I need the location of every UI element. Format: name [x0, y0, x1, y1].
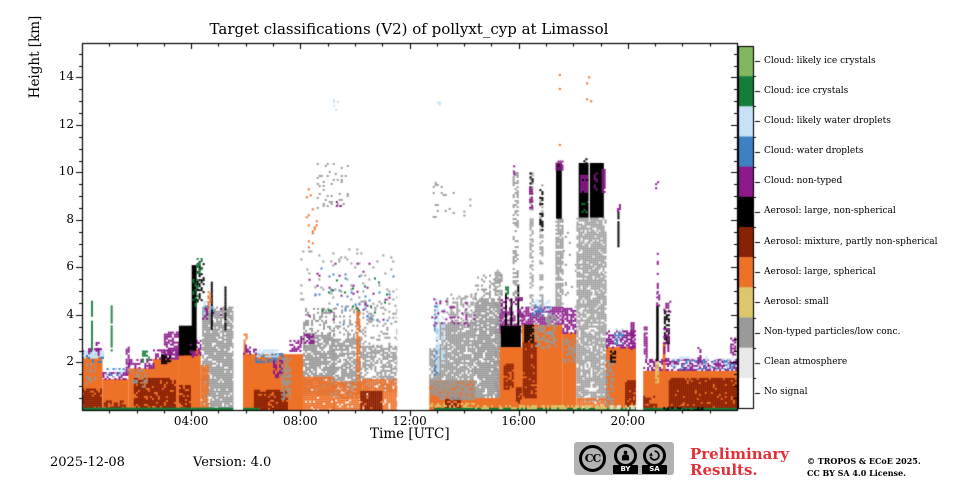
y-axis-label: Height [km] [27, 15, 43, 99]
version-label: Version: 4.0 [193, 455, 272, 470]
legend-label-an: Aerosol: large, non-spherical [764, 206, 896, 217]
y-tick-label: 4 [66, 306, 74, 321]
legend-label-ca: Clean atmosphere [764, 357, 848, 368]
y-tick-label: 10 [58, 164, 74, 179]
copyright-line2: CC BY SA 4.0 License. [807, 468, 906, 478]
cc-sa-arrow-icon [643, 444, 666, 467]
legend-label-np: Non-typed particles/low conc. [764, 327, 901, 338]
x-axis-label: Time [UTC] [370, 426, 450, 442]
y-tick-label: 6 [66, 259, 74, 274]
cc-by-person-icon [614, 444, 637, 467]
y-tick-label: 14 [58, 69, 74, 84]
cc-sa-label: SA [642, 465, 667, 474]
legend-label-li: Cloud: likely ice crystals [764, 55, 876, 66]
legend-label-ns: No signal [764, 387, 808, 398]
legend-label-lw: Cloud: likely water droplets [764, 115, 891, 126]
x-tick-label: 04:00 [173, 414, 209, 428]
preliminary-results-note: Preliminary Results. [690, 445, 789, 479]
y-tick-label: 12 [58, 116, 74, 131]
cc-by-sa-badge: CC BY SA [574, 442, 674, 475]
legend-label-cn: Cloud: non-typed [764, 176, 843, 187]
x-tick-label: 20:00 [610, 414, 646, 428]
legend-label-wd: Cloud: water droplets [764, 146, 864, 157]
cc-by-label: BY [613, 465, 638, 474]
cc-icon: CC [579, 445, 606, 472]
legend-label-ic: Cloud: ice crystals [764, 85, 849, 96]
y-tick-label: 2 [66, 354, 74, 369]
measurement-date: 2025-12-08 [50, 455, 125, 470]
copyright-note: © TROPOS & ECoE 2025. CC BY SA 4.0 Licen… [807, 455, 921, 479]
page-title: Target classifications (V2) of pollyxt_c… [209, 20, 609, 38]
copyright-line1: © TROPOS & ECoE 2025. [807, 456, 921, 466]
x-tick-label: 12:00 [392, 414, 427, 428]
legend-label-as: Aerosol: large, spherical [764, 266, 876, 277]
x-tick-label: 08:00 [283, 414, 318, 428]
legend-label-am: Aerosol: mixture, partly non-spherical [764, 236, 938, 247]
y-tick-label: 8 [66, 211, 74, 226]
x-tick-label: 16:00 [501, 414, 536, 428]
legend-label-sm: Aerosol: small [764, 296, 829, 307]
